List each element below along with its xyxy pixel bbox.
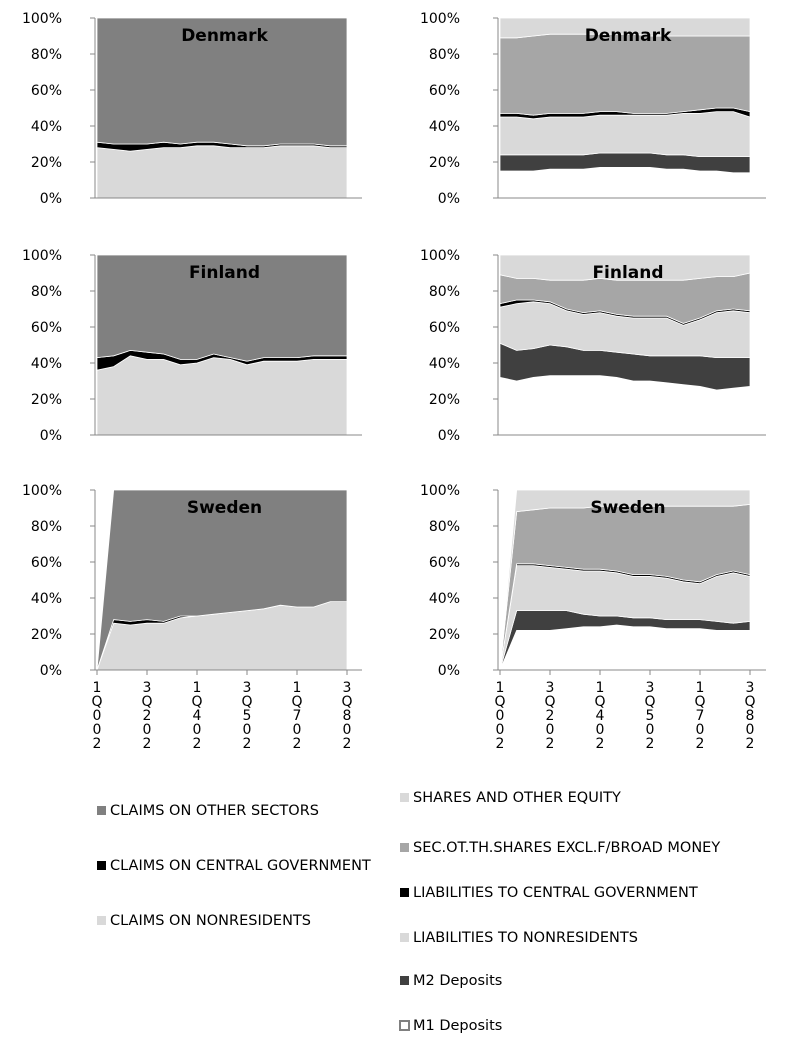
- legend-label: M1 Deposits: [413, 1018, 502, 1034]
- y-tick-label: 100%: [22, 483, 62, 499]
- y-tick-label: 0%: [438, 191, 460, 207]
- y-tick-label: 0%: [438, 428, 460, 444]
- y-tick-label: 20%: [31, 627, 62, 643]
- legend-swatch: [97, 806, 106, 815]
- legend-label: M2 Deposits: [413, 973, 502, 989]
- y-tick-label: 80%: [31, 284, 62, 300]
- y-tick-label: 40%: [429, 119, 460, 135]
- y-tick-label: 60%: [31, 555, 62, 571]
- area: [96, 254, 348, 362]
- y-tick-label: 60%: [31, 83, 62, 99]
- chart-title: Finland: [592, 263, 663, 283]
- legend-label: CLAIMS ON NONRESIDENTS: [110, 913, 311, 929]
- legend-label: CLAIMS ON CENTRAL GOVERNMENT: [110, 858, 371, 874]
- y-tick-label: 100%: [420, 11, 460, 27]
- legend-label: CLAIMS ON OTHER SECTORS: [110, 803, 319, 819]
- y-tick-label: 40%: [31, 591, 62, 607]
- y-tick-label: 40%: [31, 356, 62, 372]
- y-tick-label: 80%: [429, 519, 460, 535]
- y-tick-label: 40%: [429, 591, 460, 607]
- chart-title: Denmark: [181, 26, 268, 46]
- legend-swatch: [400, 793, 409, 802]
- y-tick-label: 20%: [31, 392, 62, 408]
- y-tick-label: 0%: [40, 191, 62, 207]
- legend-label: LIABILITIES TO NONRESIDENTS: [413, 930, 638, 946]
- area: [499, 489, 751, 671]
- y-tick-label: 100%: [22, 11, 62, 27]
- y-tick-label: 20%: [31, 155, 62, 171]
- area: [96, 355, 348, 436]
- legend-label: LIABILITIES TO CENTRAL GOVERNMENT: [413, 885, 698, 901]
- y-tick-label: 80%: [31, 519, 62, 535]
- legend-label: SEC.OT.TH.SHARES EXCL.F/BROAD MONEY: [413, 840, 720, 856]
- y-tick-label: 100%: [22, 248, 62, 264]
- y-tick-label: 80%: [31, 47, 62, 63]
- legend-swatch: [400, 976, 409, 985]
- legend-swatch: [400, 843, 409, 852]
- y-tick-label: 0%: [438, 663, 460, 679]
- area: [499, 167, 751, 199]
- y-tick-label: 100%: [420, 483, 460, 499]
- y-tick-label: 80%: [429, 47, 460, 63]
- area: [499, 624, 751, 671]
- legend-swatch: [399, 1020, 410, 1031]
- y-tick-label: 20%: [429, 155, 460, 171]
- y-tick-label: 40%: [31, 119, 62, 135]
- chart-title: Finland: [189, 263, 260, 283]
- y-tick-label: 40%: [429, 356, 460, 372]
- legend-swatch: [400, 888, 409, 897]
- legend-swatch: [97, 916, 106, 925]
- y-tick-label: 20%: [429, 392, 460, 408]
- chart-title: Denmark: [585, 26, 672, 46]
- area: [96, 145, 348, 199]
- y-tick-label: 0%: [40, 428, 62, 444]
- chart-title: Sweden: [590, 498, 665, 518]
- y-tick-label: 100%: [420, 248, 460, 264]
- area: [499, 33, 751, 116]
- y-tick-label: 60%: [429, 83, 460, 99]
- area: [96, 489, 348, 671]
- area: [499, 17, 751, 39]
- legend-swatch: [400, 933, 409, 942]
- area: [96, 17, 348, 147]
- y-tick-label: 0%: [40, 663, 62, 679]
- y-tick-label: 60%: [31, 320, 62, 336]
- y-tick-label: 20%: [429, 627, 460, 643]
- y-tick-label: 60%: [429, 320, 460, 336]
- chart-title: Sweden: [187, 498, 262, 518]
- legend-swatch: [97, 861, 106, 870]
- legend-label: SHARES AND OTHER EQUITY: [413, 790, 621, 806]
- y-tick-label: 60%: [429, 555, 460, 571]
- area: [499, 254, 751, 281]
- y-tick-label: 80%: [429, 284, 460, 300]
